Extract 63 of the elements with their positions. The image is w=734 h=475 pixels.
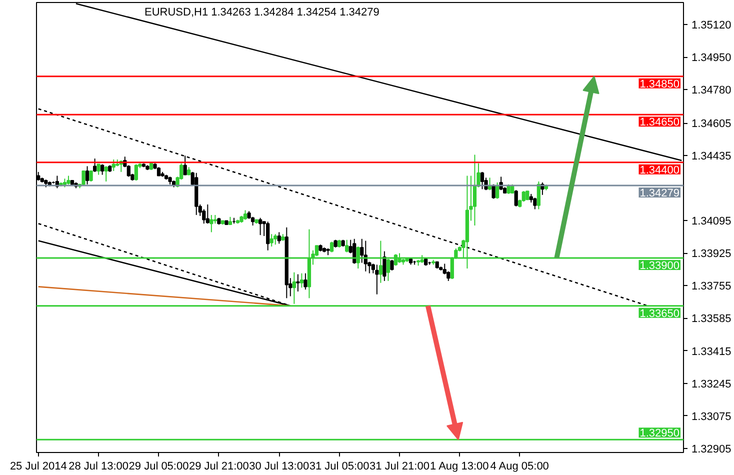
x-tick-label: 25 Jul 2014 [10,460,67,472]
y-tick-label: 1.33245 [692,378,732,390]
x-tick-label: 29 Jul 21:00 [188,460,249,472]
y-tick-label: 1.33585 [692,313,732,326]
ref-line-label: 1.34650 [640,116,680,129]
x-tick-label: 4 Aug 05:00 [490,460,549,472]
candlestick [270,234,274,248]
y-tick-label: 1.32905 [692,443,732,456]
candlestick [277,232,281,244]
ref-line-label: 1.34279 [640,188,680,200]
candlestick [472,154,477,226]
candlestick [375,264,379,295]
candlestick [96,164,100,176]
y-tick-label: 1.33075 [692,410,732,423]
candlestick [304,272,308,290]
candlestick [82,170,86,186]
candlestick [183,155,187,176]
ref-line-label: 1.32950 [640,428,680,440]
candlestick [514,190,518,207]
x-tick-label: 31 Jul 05:00 [309,460,370,472]
ref-line-label: 1.33900 [640,260,680,272]
ref-line-label: 1.34850 [640,78,680,90]
candlestick [210,214,214,233]
candlestick [274,234,278,246]
ref-line-label: 1.33650 [640,308,680,320]
y-tick-label: 1.34095 [692,216,732,228]
candlestick [134,164,138,182]
x-tick-label: 29 Jul 05:00 [128,460,189,472]
x-tick-label: 1 Aug 13:00 [430,460,489,472]
candlestick [536,181,540,210]
x-tick-label: 28 Jul 13:00 [68,460,129,472]
y-tick-label: 1.34780 [692,84,732,97]
y-tick-label: 1.33755 [692,280,732,293]
candlestick [300,272,304,288]
candlestick [266,221,270,251]
candlestick [345,239,349,253]
candlestick [492,184,496,200]
candlestick [480,171,484,190]
candlestick [330,241,334,253]
candlestick [296,274,300,292]
y-tick-label: 1.33925 [692,248,732,260]
ref-line-label: 1.34400 [640,164,680,176]
candlestick [104,166,108,182]
candlestick [92,158,97,172]
candlestick [89,170,93,182]
candlestick [382,250,386,282]
candlestick [390,259,394,271]
x-tick-label: 31 Jul 21:00 [370,460,430,472]
candlestick [243,210,248,220]
y-tick-label: 1.35120 [692,20,732,32]
y-tick-label: 1.34435 [692,150,732,163]
x-tick-label: 30 Jul 13:00 [249,460,310,472]
chart-title: EURUSD,H1 1.34263 1.34284 1.34254 1.34279 [144,6,380,18]
y-tick-label: 1.34605 [692,118,732,130]
candlestick [206,204,210,224]
y-tick-label: 1.33415 [692,346,732,358]
candlestick [202,208,206,224]
y-tick-label: 1.34950 [692,52,732,64]
candlestick [506,184,510,194]
candlestick [112,159,116,172]
candlestick [85,166,90,185]
candlestick [258,217,262,236]
candlestick [495,182,500,200]
